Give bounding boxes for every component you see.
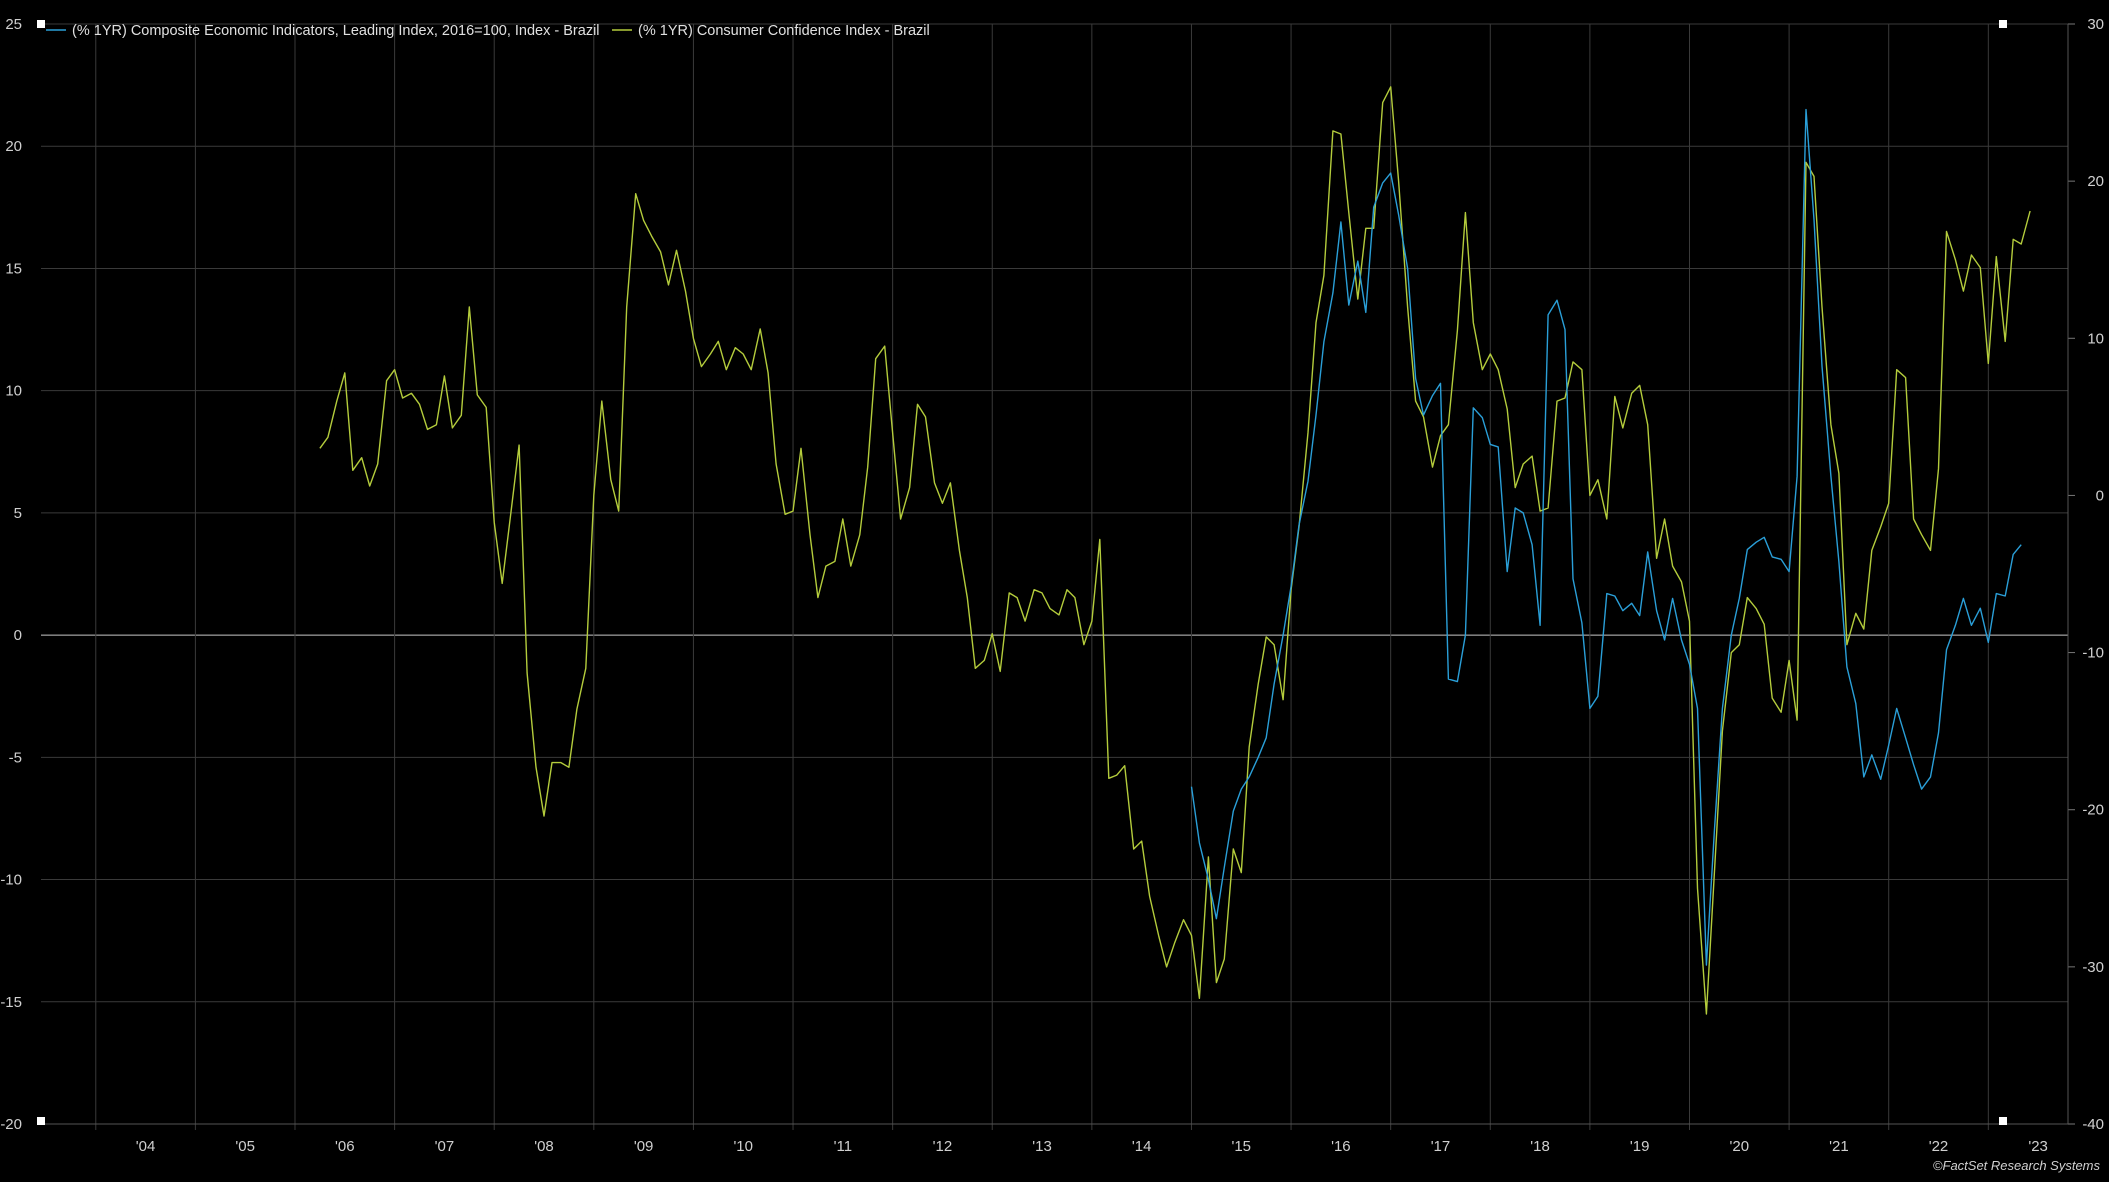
x-tick-label: '05 <box>235 1138 255 1155</box>
x-tick-label: '16 <box>1331 1138 1351 1155</box>
right-tick-label: -10 <box>2082 645 2104 662</box>
x-tick-label: '09 <box>634 1138 654 1155</box>
series-line-leading-index <box>1190 108 2022 966</box>
x-tick-label: '13 <box>1032 1138 1052 1155</box>
x-tick-label: '11 <box>834 1138 852 1155</box>
x-tick-label: '21 <box>1829 1138 1849 1155</box>
series-layer <box>319 86 2031 1015</box>
left-tick-label: 25 <box>5 16 22 33</box>
x-tick-label: '14 <box>1132 1138 1152 1155</box>
left-tick-label: -15 <box>0 994 22 1011</box>
left-tick-label: 10 <box>5 383 22 400</box>
x-tick-label: '22 <box>1929 1138 1949 1155</box>
credit-text: ©FactSet Research Systems <box>1933 1158 2101 1173</box>
resize-handle-bottom-right[interactable] <box>1999 1117 2007 1125</box>
x-tick-label: '19 <box>1630 1138 1650 1155</box>
right-tick-label: -20 <box>2082 802 2104 819</box>
x-tick-label: '08 <box>534 1138 554 1155</box>
x-tick-label: '06 <box>335 1138 355 1155</box>
x-tick-label: '17 <box>1431 1138 1451 1155</box>
resize-handle-top-right[interactable] <box>1999 20 2007 28</box>
left-tick-label: -20 <box>0 1116 22 1133</box>
x-tick-label: '15 <box>1231 1138 1251 1155</box>
right-tick-label: 10 <box>2087 330 2104 347</box>
left-tick-label: 15 <box>5 260 22 277</box>
left-tick-label: 0 <box>14 627 22 644</box>
right-tick-label: -40 <box>2082 1116 2104 1133</box>
corner-handles[interactable] <box>37 20 2007 1125</box>
x-tick-label: '04 <box>136 1138 156 1155</box>
x-tick-label: '07 <box>435 1138 455 1155</box>
left-axis: 25 20 15 10 5 0 -5 -10 -15 -20 <box>0 16 22 1133</box>
legend-label-leading: (% 1YR) Composite Economic Indicators, L… <box>72 23 600 39</box>
left-tick-label: -10 <box>0 872 22 889</box>
right-tick-label: 20 <box>2087 173 2104 190</box>
resize-handle-bottom-left[interactable] <box>37 1117 45 1125</box>
series-line-consumer-confidence <box>319 86 2031 1015</box>
x-tick-label: '18 <box>1530 1138 1550 1155</box>
legend: (% 1YR) Composite Economic Indicators, L… <box>46 23 930 39</box>
left-tick-label: 5 <box>14 505 22 522</box>
left-tick-label: -5 <box>9 749 22 766</box>
x-tick-label: '23 <box>2028 1138 2048 1155</box>
x-tick-label: '20 <box>1730 1138 1750 1155</box>
right-tick-label: -30 <box>2082 959 2104 976</box>
gridlines <box>41 23 2068 1130</box>
x-axis: '04 '05 '06 '07 '08 '09 '10 '11 '12 '13 '14 '15 '16 '… <box>41 1123 2068 1155</box>
x-tick-label: '12 <box>933 1138 953 1155</box>
x-tick-label: '10 <box>733 1138 753 1155</box>
legend-label-confidence: (% 1YR) Consumer Confidence Index - Braz… <box>638 23 930 39</box>
left-tick-label: 20 <box>5 138 22 155</box>
right-tick-label: 0 <box>2096 487 2104 504</box>
resize-handle-top-left[interactable] <box>37 20 45 28</box>
right-axis: 30 20 10 0 -10 -20 -30 -40 <box>2067 16 2104 1133</box>
right-tick-label: 30 <box>2087 16 2104 33</box>
